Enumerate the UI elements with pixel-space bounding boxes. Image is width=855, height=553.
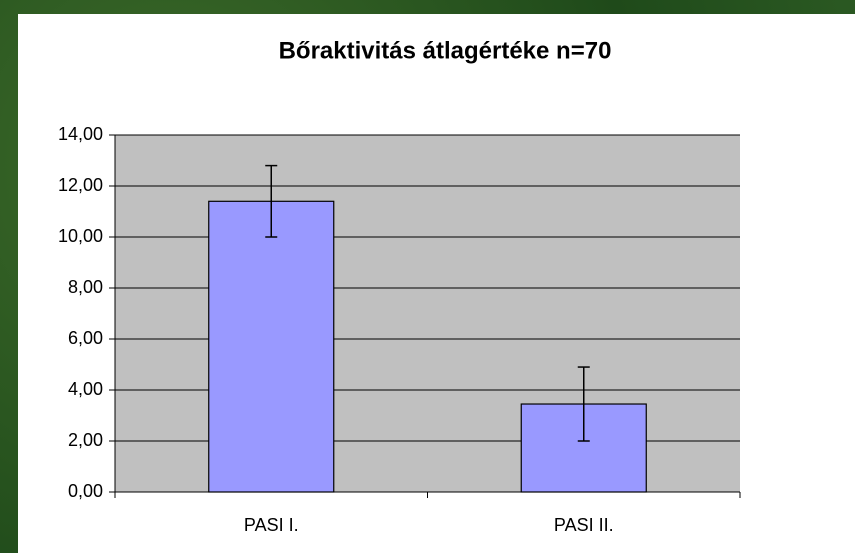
y-tick-label: 10,00 — [58, 226, 103, 246]
y-tick-label: 4,00 — [68, 379, 103, 399]
page: Bőraktivitás átlagértéke n=70 0,00 2,00 4,… — [0, 0, 855, 553]
y-tick-label: 6,00 — [68, 328, 103, 348]
x-tick-label: PASI II. — [554, 515, 614, 535]
y-tick-label: 0,00 — [68, 481, 103, 501]
bar — [209, 201, 334, 492]
y-tick-label: 14,00 — [58, 124, 103, 144]
chart: Bőraktivitás átlagértéke n=70 0,00 2,00 4,… — [0, 0, 855, 553]
y-tick-label: 2,00 — [68, 430, 103, 450]
y-tick-label: 8,00 — [68, 277, 103, 297]
chart-title: Bőraktivitás átlagértéke n=70 — [279, 37, 612, 64]
x-tick-label: PASI I. — [244, 515, 299, 535]
y-tick-label: 12,00 — [58, 175, 103, 195]
